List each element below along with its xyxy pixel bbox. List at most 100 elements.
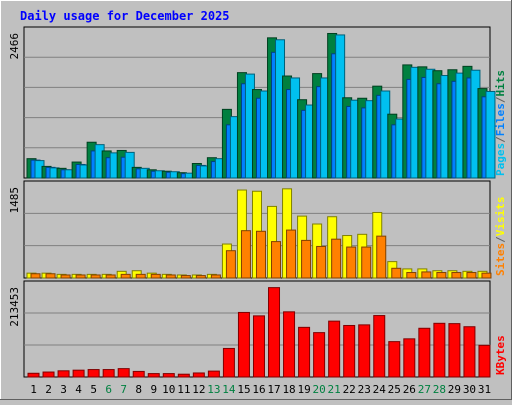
- bar-kbytes-day-15: [237, 311, 250, 378]
- right-label-part: Pages: [494, 143, 507, 176]
- x-tick-label-19: 19: [297, 383, 310, 396]
- bar-kbytes-day-7: [117, 368, 130, 378]
- bar-pages-day-31: [485, 90, 496, 179]
- bar-sites-day-7: [120, 273, 131, 279]
- bar-kbytes-day-17: [268, 287, 281, 378]
- bar-kbytes-day-2: [42, 371, 55, 378]
- bar-kbytes-day-8: [132, 370, 145, 378]
- x-tick-label-20: 20: [313, 383, 326, 396]
- x-tick-label-15: 15: [237, 383, 250, 396]
- bar-sites-day-22: [346, 246, 357, 279]
- x-tick-label-25: 25: [388, 383, 401, 396]
- x-tick-label-26: 26: [403, 383, 416, 396]
- x-tick-label-21: 21: [328, 383, 341, 396]
- bar-kbytes-day-6: [102, 369, 115, 378]
- panel-max-label: 1485: [8, 187, 21, 214]
- bar-sites-day-1: [30, 273, 41, 279]
- bar-pages-day-7: [124, 151, 135, 179]
- bar-sites-day-18: [286, 229, 297, 279]
- x-tick-label-1: 1: [30, 383, 37, 396]
- panel-right-label: KBytes: [494, 335, 507, 375]
- bar-kbytes-day-3: [57, 370, 70, 378]
- bar-kbytes-day-25: [388, 341, 401, 378]
- bar-kbytes-day-24: [373, 315, 386, 378]
- x-tick-label-18: 18: [282, 383, 295, 396]
- bar-sites-day-11: [180, 275, 191, 279]
- right-label-part: Files: [494, 103, 507, 136]
- x-tick-label-3: 3: [60, 383, 67, 396]
- bar-kbytes-day-18: [283, 311, 296, 378]
- x-tick-label-10: 10: [162, 383, 175, 396]
- bar-sites-day-21: [331, 238, 342, 279]
- x-tick-label-29: 29: [448, 383, 461, 396]
- bar-sites-day-19: [301, 239, 312, 279]
- bar-kbytes-day-28: [433, 322, 446, 378]
- bar-sites-day-9: [150, 273, 161, 279]
- bar-kbytes-day-31: [478, 344, 491, 378]
- bar-sites-day-30: [466, 272, 477, 279]
- right-label-part: Sites: [494, 243, 507, 276]
- chart-panels: 2466Pages/Files/Hits1485Sites/Visits2134…: [8, 26, 507, 378]
- right-label-part: KBytes: [494, 335, 507, 375]
- bar-sites-day-20: [316, 245, 327, 279]
- bar-sites-day-23: [361, 246, 372, 279]
- chart-title: Daily usage for December 2025: [20, 9, 230, 23]
- bar-kbytes-day-19: [298, 326, 311, 378]
- x-tick-label-8: 8: [135, 383, 142, 396]
- bar-sites-day-17: [271, 241, 282, 279]
- panel-right-label: Sites/Visits: [494, 197, 507, 277]
- x-tick-label-5: 5: [90, 383, 97, 396]
- x-tick-label-4: 4: [75, 383, 82, 396]
- bar-sites-day-24: [376, 235, 387, 279]
- bar-sites-day-3: [60, 274, 71, 279]
- right-label-part: /: [494, 236, 507, 243]
- x-tick-label-27: 27: [418, 383, 431, 396]
- bar-sites-day-26: [406, 272, 417, 279]
- bar-sites-day-13: [210, 274, 221, 279]
- bar-sites-day-6: [105, 274, 116, 279]
- bar-kbytes-day-5: [87, 369, 100, 378]
- panel-visitors: 1485 Sites/Visits: [8, 180, 507, 279]
- bar-kbytes-day-16: [252, 315, 265, 378]
- panel-volume: 213453 KBytes: [8, 280, 507, 378]
- x-tick-label-6: 6: [105, 383, 112, 396]
- x-tick-label-11: 11: [177, 383, 190, 396]
- bar-sites-day-8: [135, 273, 146, 279]
- x-tick-label-17: 17: [267, 383, 280, 396]
- bar-kbytes-day-13: [207, 370, 220, 378]
- x-tick-label-24: 24: [373, 383, 387, 396]
- panel-max-label: 2466: [8, 33, 21, 60]
- right-label-part: /: [494, 96, 507, 103]
- bar-kbytes-day-1: [27, 372, 40, 378]
- x-tick-label-9: 9: [150, 383, 157, 396]
- bar-sites-day-14: [225, 250, 236, 279]
- bar-sites-day-31: [481, 272, 492, 279]
- bar-sites-day-5: [90, 274, 101, 279]
- bar-sites-day-10: [165, 274, 176, 279]
- panel-right-label: Pages/Files/Hits: [494, 70, 507, 176]
- x-tick-label-30: 30: [463, 383, 476, 396]
- x-tick-label-7: 7: [120, 383, 127, 396]
- bar-sites-day-12: [195, 275, 206, 279]
- bar-kbytes-day-9: [147, 373, 160, 378]
- bar-kbytes-day-30: [463, 326, 476, 378]
- bar-sites-day-2: [45, 273, 56, 279]
- bar-kbytes-day-29: [448, 323, 461, 378]
- bar-sites-day-29: [451, 272, 462, 279]
- x-tick-label-13: 13: [207, 383, 220, 396]
- x-tick-label-23: 23: [358, 383, 371, 396]
- bar-kbytes-day-10: [162, 373, 175, 378]
- bar-kbytes-day-12: [192, 372, 205, 378]
- x-tick-label-22: 22: [343, 383, 356, 396]
- right-label-part: Hits: [494, 70, 507, 97]
- bar-sites-day-28: [436, 272, 447, 279]
- bar-kbytes-day-11: [177, 373, 190, 378]
- bar-kbytes-day-26: [403, 338, 416, 378]
- bar-kbytes-day-14: [222, 347, 235, 378]
- bar-sites-day-27: [421, 271, 432, 279]
- x-tick-label-16: 16: [252, 383, 265, 396]
- bar-sites-day-16: [255, 230, 266, 279]
